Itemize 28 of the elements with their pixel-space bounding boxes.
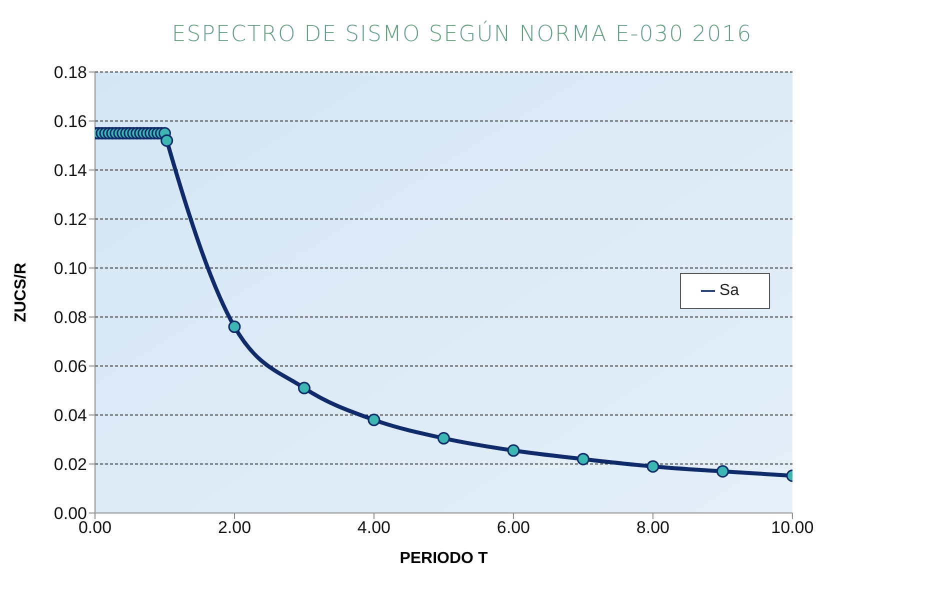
- y-tick-label: 0.02: [54, 455, 87, 474]
- point: [437, 432, 450, 445]
- y-tick-label: 0.06: [54, 357, 87, 376]
- y-tick-label: 0.14: [54, 161, 87, 180]
- x-tick-label: 8.00: [636, 518, 670, 538]
- point: [646, 460, 660, 473]
- y-tick-label: 0.18: [54, 63, 87, 82]
- point: [716, 465, 729, 478]
- y-tick-label: 0.04: [54, 406, 87, 426]
- y-tick-label: 0.12: [54, 210, 87, 230]
- point: [228, 320, 241, 334]
- x-tick-label: 6.00: [496, 518, 530, 538]
- x-tick-label: 4.00: [357, 518, 391, 538]
- y-tick-label: 0.10: [54, 259, 87, 278]
- y-axis-title: ZUCS/R: [12, 262, 30, 322]
- point: [507, 444, 520, 457]
- point: [298, 382, 310, 394]
- y-tick-label: 0.08: [54, 308, 87, 328]
- x-axis-title: PERIODO T: [400, 550, 488, 567]
- chart-title: ESPECTRO DE SISMO SEGÚN NORMA E-030 2016: [170, 20, 754, 49]
- legend-label: Sa: [719, 282, 739, 299]
- point: [576, 452, 590, 466]
- x-tick-label: 2.00: [218, 518, 252, 538]
- point: [368, 414, 380, 426]
- point: [160, 134, 174, 147]
- x-tick-label: 0.00: [78, 518, 112, 538]
- x-tick-label: 10.00: [771, 518, 814, 538]
- y-tick-label: 0.16: [54, 112, 87, 132]
